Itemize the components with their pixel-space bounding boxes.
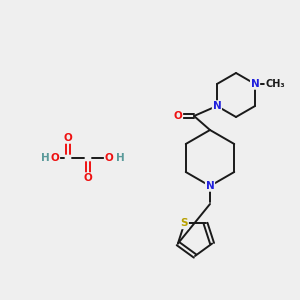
Text: N: N [206, 181, 214, 191]
Text: N: N [251, 79, 260, 89]
Text: CH₃: CH₃ [265, 79, 285, 89]
Text: O: O [51, 153, 59, 163]
Text: O: O [105, 153, 113, 163]
Text: O: O [64, 133, 72, 143]
Text: N: N [213, 101, 221, 111]
Text: O: O [84, 173, 92, 183]
Text: O: O [174, 111, 182, 121]
Text: H: H [116, 153, 124, 163]
Text: H: H [40, 153, 50, 163]
Text: S: S [181, 218, 188, 228]
